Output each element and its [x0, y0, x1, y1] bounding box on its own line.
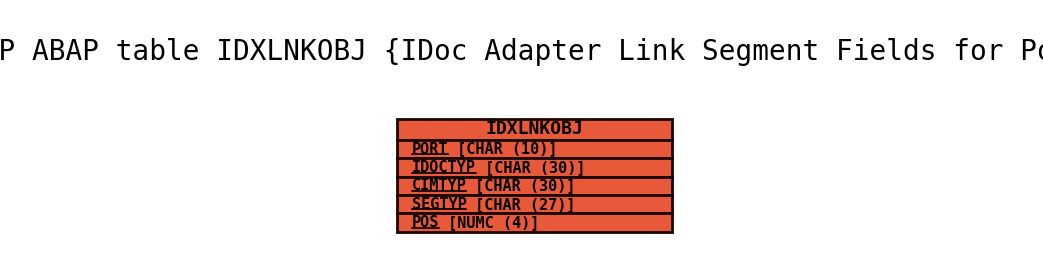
FancyBboxPatch shape	[397, 177, 672, 195]
Text: SEGTYP: SEGTYP	[412, 197, 466, 212]
Text: [CHAR (30)]: [CHAR (30)]	[466, 178, 576, 193]
Text: CIMTYP: CIMTYP	[412, 178, 466, 193]
Text: [CHAR (27)]: [CHAR (27)]	[466, 197, 576, 212]
Text: POS: POS	[412, 215, 439, 230]
Text: SAP ABAP table IDXLNKOBJ {IDoc Adapter Link Segment Fields for Port}: SAP ABAP table IDXLNKOBJ {IDoc Adapter L…	[0, 38, 1043, 66]
Text: PORT: PORT	[412, 142, 448, 157]
Text: [NUMC (4)]: [NUMC (4)]	[439, 215, 539, 230]
FancyBboxPatch shape	[397, 213, 672, 232]
FancyBboxPatch shape	[397, 118, 672, 140]
FancyBboxPatch shape	[397, 158, 672, 177]
Text: IDOCTYP: IDOCTYP	[412, 160, 476, 175]
FancyBboxPatch shape	[397, 195, 672, 213]
FancyBboxPatch shape	[397, 140, 672, 158]
Text: [CHAR (10)]: [CHAR (10)]	[448, 142, 558, 157]
Text: IDXLNKOBJ: IDXLNKOBJ	[486, 120, 583, 138]
Text: [CHAR (30)]: [CHAR (30)]	[476, 160, 585, 175]
